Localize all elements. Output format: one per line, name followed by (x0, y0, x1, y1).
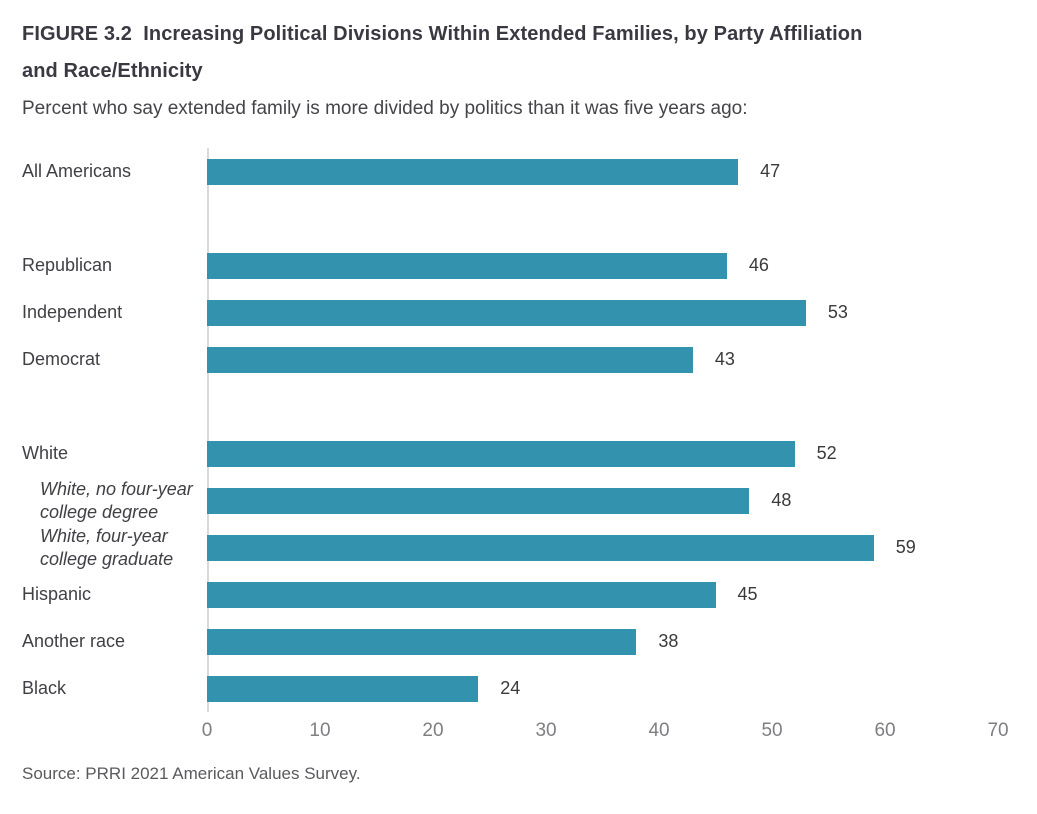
bar-track: 52 (207, 430, 1015, 477)
x-tick-label: 30 (535, 720, 557, 741)
chart-row: White, four-year college graduate 59 (22, 524, 1015, 571)
x-tick-label: 60 (874, 720, 896, 741)
bar-track: 24 (207, 665, 1015, 712)
bar (207, 252, 727, 279)
chart-row: Another race 38 (22, 618, 1015, 665)
value-label: 45 (737, 584, 758, 604)
x-tick-label: 40 (648, 720, 670, 741)
figure-title: FIGURE 3.2 Increasing Political Division… (22, 23, 863, 82)
chart-row: Black 24 (22, 665, 1015, 712)
value-label: 48 (771, 490, 792, 510)
value-label: 24 (500, 678, 521, 698)
category-label: Another race (22, 631, 126, 651)
category-label: White, four-year college graduate (40, 525, 174, 569)
chart-row: White 52 (22, 430, 1015, 477)
chart-row: Republican 46 (22, 242, 1015, 289)
category-label: White (22, 443, 69, 463)
bar (207, 534, 874, 561)
category-label: Democrat (22, 349, 101, 369)
category-label: Independent (22, 302, 123, 322)
bar-track: 53 (207, 289, 1015, 336)
bar-track (207, 383, 1015, 430)
category-label: All Americans (22, 161, 132, 181)
bar (207, 299, 806, 326)
bar-track (207, 195, 1015, 242)
x-tick-label: 10 (309, 720, 331, 741)
bar (207, 346, 693, 373)
bar (207, 158, 739, 185)
x-axis: 0 10 20 30 40 50 60 70 (202, 712, 1015, 750)
chart-row (22, 383, 1015, 430)
chart-row (22, 195, 1015, 242)
category-label: Black (22, 678, 67, 698)
bar-track: 38 (207, 618, 1015, 665)
category-label: Republican (22, 255, 113, 275)
chart-row: Democrat 43 (22, 336, 1015, 383)
bar-track: 46 (207, 242, 1015, 289)
category-label: White, no four-year college degree (40, 478, 193, 522)
bar-track: 45 (207, 571, 1015, 618)
value-label: 46 (748, 255, 769, 275)
value-label: 47 (760, 161, 781, 181)
x-tick-label: 50 (761, 720, 783, 741)
bar-track: 47 (207, 148, 1015, 195)
source-note: Source: PRRI 2021 American Values Survey… (22, 764, 361, 783)
chart-row: White, no four-year college degree 48 (22, 477, 1015, 524)
bar (207, 628, 637, 655)
category-label: Hispanic (22, 584, 92, 604)
x-tick-label: 0 (201, 720, 213, 741)
value-label: 59 (895, 537, 916, 557)
bar-track: 59 (207, 524, 1015, 571)
chart-row: All Americans 47 (22, 148, 1015, 195)
value-label: 52 (816, 443, 837, 463)
bar-track: 48 (207, 477, 1015, 524)
bar (207, 487, 750, 514)
value-label: 53 (827, 302, 848, 322)
value-label: 43 (714, 349, 735, 369)
value-label: 38 (658, 631, 679, 651)
figure-subtitle: Percent who say extended family is more … (22, 98, 748, 119)
bar (207, 440, 795, 467)
bar-chart: All Americans 47 Republican 46 Independe… (22, 148, 1015, 750)
chart-rows: All Americans 47 Republican 46 Independe… (22, 148, 1015, 712)
chart-row: Hispanic 45 (22, 571, 1015, 618)
x-tick-label: 20 (422, 720, 444, 741)
bar (207, 581, 716, 608)
bar-track: 43 (207, 336, 1015, 383)
bar (207, 675, 479, 702)
chart-row: Independent 53 (22, 289, 1015, 336)
x-tick-label: 70 (987, 720, 1009, 741)
